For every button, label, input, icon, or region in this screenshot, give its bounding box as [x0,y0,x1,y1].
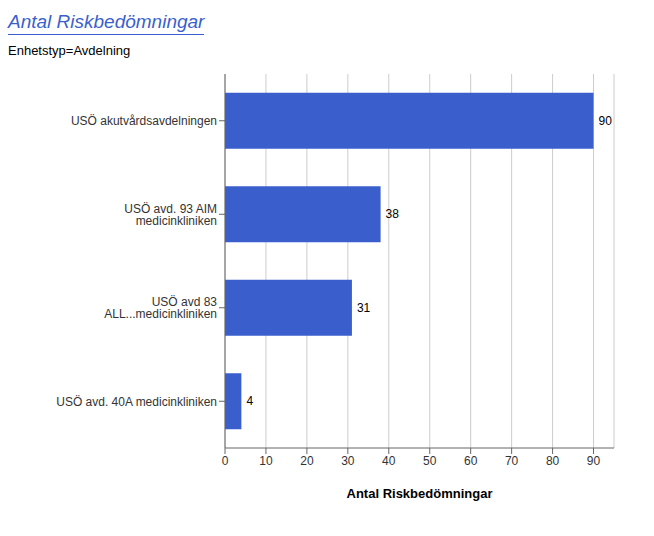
svg-text:31: 31 [357,301,371,315]
html-text:Antal Riskbedömningar: Antal Riskbedömningar [8,11,205,32]
svg-text:USÖ akutvårdsavdelningen: USÖ akutvårdsavdelningen [71,114,217,128]
svg-text:USÖ avd 83ALL...medicinklinike: USÖ avd 83ALL...medicinkliniken [104,295,217,321]
svg-text:10: 10 [259,454,273,468]
svg-text:80: 80 [546,454,560,468]
svg-text:USÖ avd. 40A medicinkliniken: USÖ avd. 40A medicinkliniken [56,395,217,409]
svg-text:60: 60 [464,454,478,468]
svg-text:70: 70 [505,454,519,468]
html-text:Enhetstyp=Avdelning: Enhetstyp=Avdelning [8,43,131,58]
svg-text:4: 4 [246,394,253,408]
svg-text:USÖ avd. 93 AIMmedicinkliniken: USÖ avd. 93 AIMmedicinkliniken [124,202,217,228]
svg-text:90: 90 [587,454,601,468]
svg-text:0: 0 [222,454,229,468]
svg-text:90: 90 [599,114,613,128]
svg-text:Antal Riskbedömningar: Antal Riskbedömningar [347,486,493,501]
svg-text:38: 38 [386,207,400,221]
svg-text:30: 30 [341,454,355,468]
svg-text:20: 20 [300,454,314,468]
svg-text:40: 40 [382,454,396,468]
svg-text:50: 50 [423,454,437,468]
